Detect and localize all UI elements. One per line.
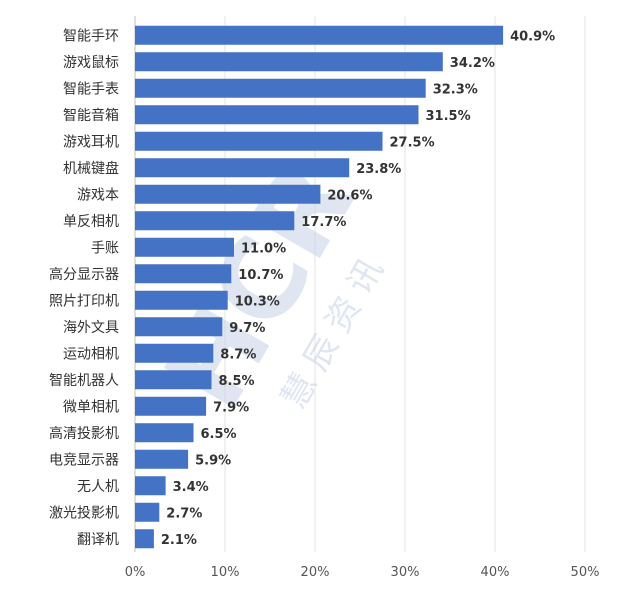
category-label: 电竞显示器 (49, 451, 119, 468)
bar (135, 476, 166, 496)
bar (135, 52, 443, 72)
x-tick-label: 30% (391, 565, 420, 580)
category-label: 游戏本 (77, 187, 119, 203)
data-label: 31.5% (426, 109, 471, 124)
x-tick-label: 50% (571, 565, 600, 580)
x-tick-label: 40% (481, 565, 510, 580)
category-label: 单反相机 (63, 214, 119, 230)
bar (135, 78, 426, 98)
bar (135, 184, 321, 204)
bar (135, 25, 504, 45)
bar (135, 131, 383, 151)
bar (135, 396, 207, 416)
data-label: 32.3% (433, 82, 478, 97)
bar (135, 529, 154, 549)
bars (135, 25, 504, 549)
data-label: 8.5% (219, 374, 255, 389)
bar (135, 449, 189, 469)
category-label: 激光投影机 (49, 504, 119, 521)
bar (135, 423, 194, 443)
data-label: 5.9% (195, 453, 231, 468)
data-label: 10.7% (238, 268, 283, 283)
bar (135, 237, 234, 257)
category-label: 高分显示器 (49, 266, 119, 283)
x-tick-label: 0% (125, 565, 146, 580)
category-label: 智能手环 (63, 28, 119, 44)
category-label: 微单相机 (63, 399, 119, 415)
category-label: 机械键盘 (63, 160, 119, 177)
category-labels: 智能手环游戏鼠标智能手表智能音箱游戏耳机机械键盘游戏本单反相机手账高分显示器照片… (49, 28, 119, 548)
data-label: 6.5% (201, 427, 237, 442)
x-tick-label: 10% (211, 565, 240, 580)
data-label: 7.9% (213, 400, 249, 415)
data-label: 17.7% (301, 215, 346, 230)
category-label: 翻译机 (77, 532, 119, 548)
bar (135, 158, 350, 178)
bar (135, 317, 223, 337)
category-label: 游戏耳机 (63, 134, 119, 150)
category-label: 手账 (91, 240, 119, 256)
bar (135, 502, 160, 522)
bar (135, 264, 232, 284)
category-label: 智能音箱 (63, 107, 119, 124)
bar (135, 343, 214, 363)
category-label: 照片打印机 (49, 292, 119, 309)
data-label: 20.6% (327, 188, 372, 203)
data-label: 9.7% (229, 321, 265, 336)
x-tick-label: 20% (301, 565, 330, 580)
bar (135, 370, 212, 390)
data-label: 23.8% (356, 162, 401, 177)
data-label: 8.7% (220, 347, 256, 362)
category-label: 智能手表 (63, 81, 119, 97)
data-label: 40.9% (510, 29, 555, 44)
category-label: 游戏鼠标 (63, 55, 119, 71)
data-label: 3.4% (173, 480, 209, 495)
data-label: 27.5% (390, 135, 435, 150)
bar (135, 290, 228, 310)
data-label: 34.2% (450, 56, 495, 71)
data-label: 2.7% (166, 506, 202, 521)
category-label: 运动相机 (63, 346, 119, 362)
data-label: 10.3% (235, 294, 280, 309)
category-label: 智能机器人 (49, 373, 119, 389)
data-label: 11.0% (241, 241, 286, 256)
category-label: 高清投影机 (49, 425, 119, 442)
data-label: 2.1% (161, 533, 197, 548)
x-axis-ticks: 0% 10% 20% 30% 40% 50% (125, 565, 600, 580)
bar (135, 105, 419, 125)
category-label: 无人机 (77, 479, 119, 495)
data-labels: 40.9% 34.2% 32.3% 31.5% 27.5% 23.8% 20.6% 17.7%… (161, 29, 555, 548)
category-label: 海外文具 (63, 320, 119, 336)
bar (135, 211, 295, 231)
